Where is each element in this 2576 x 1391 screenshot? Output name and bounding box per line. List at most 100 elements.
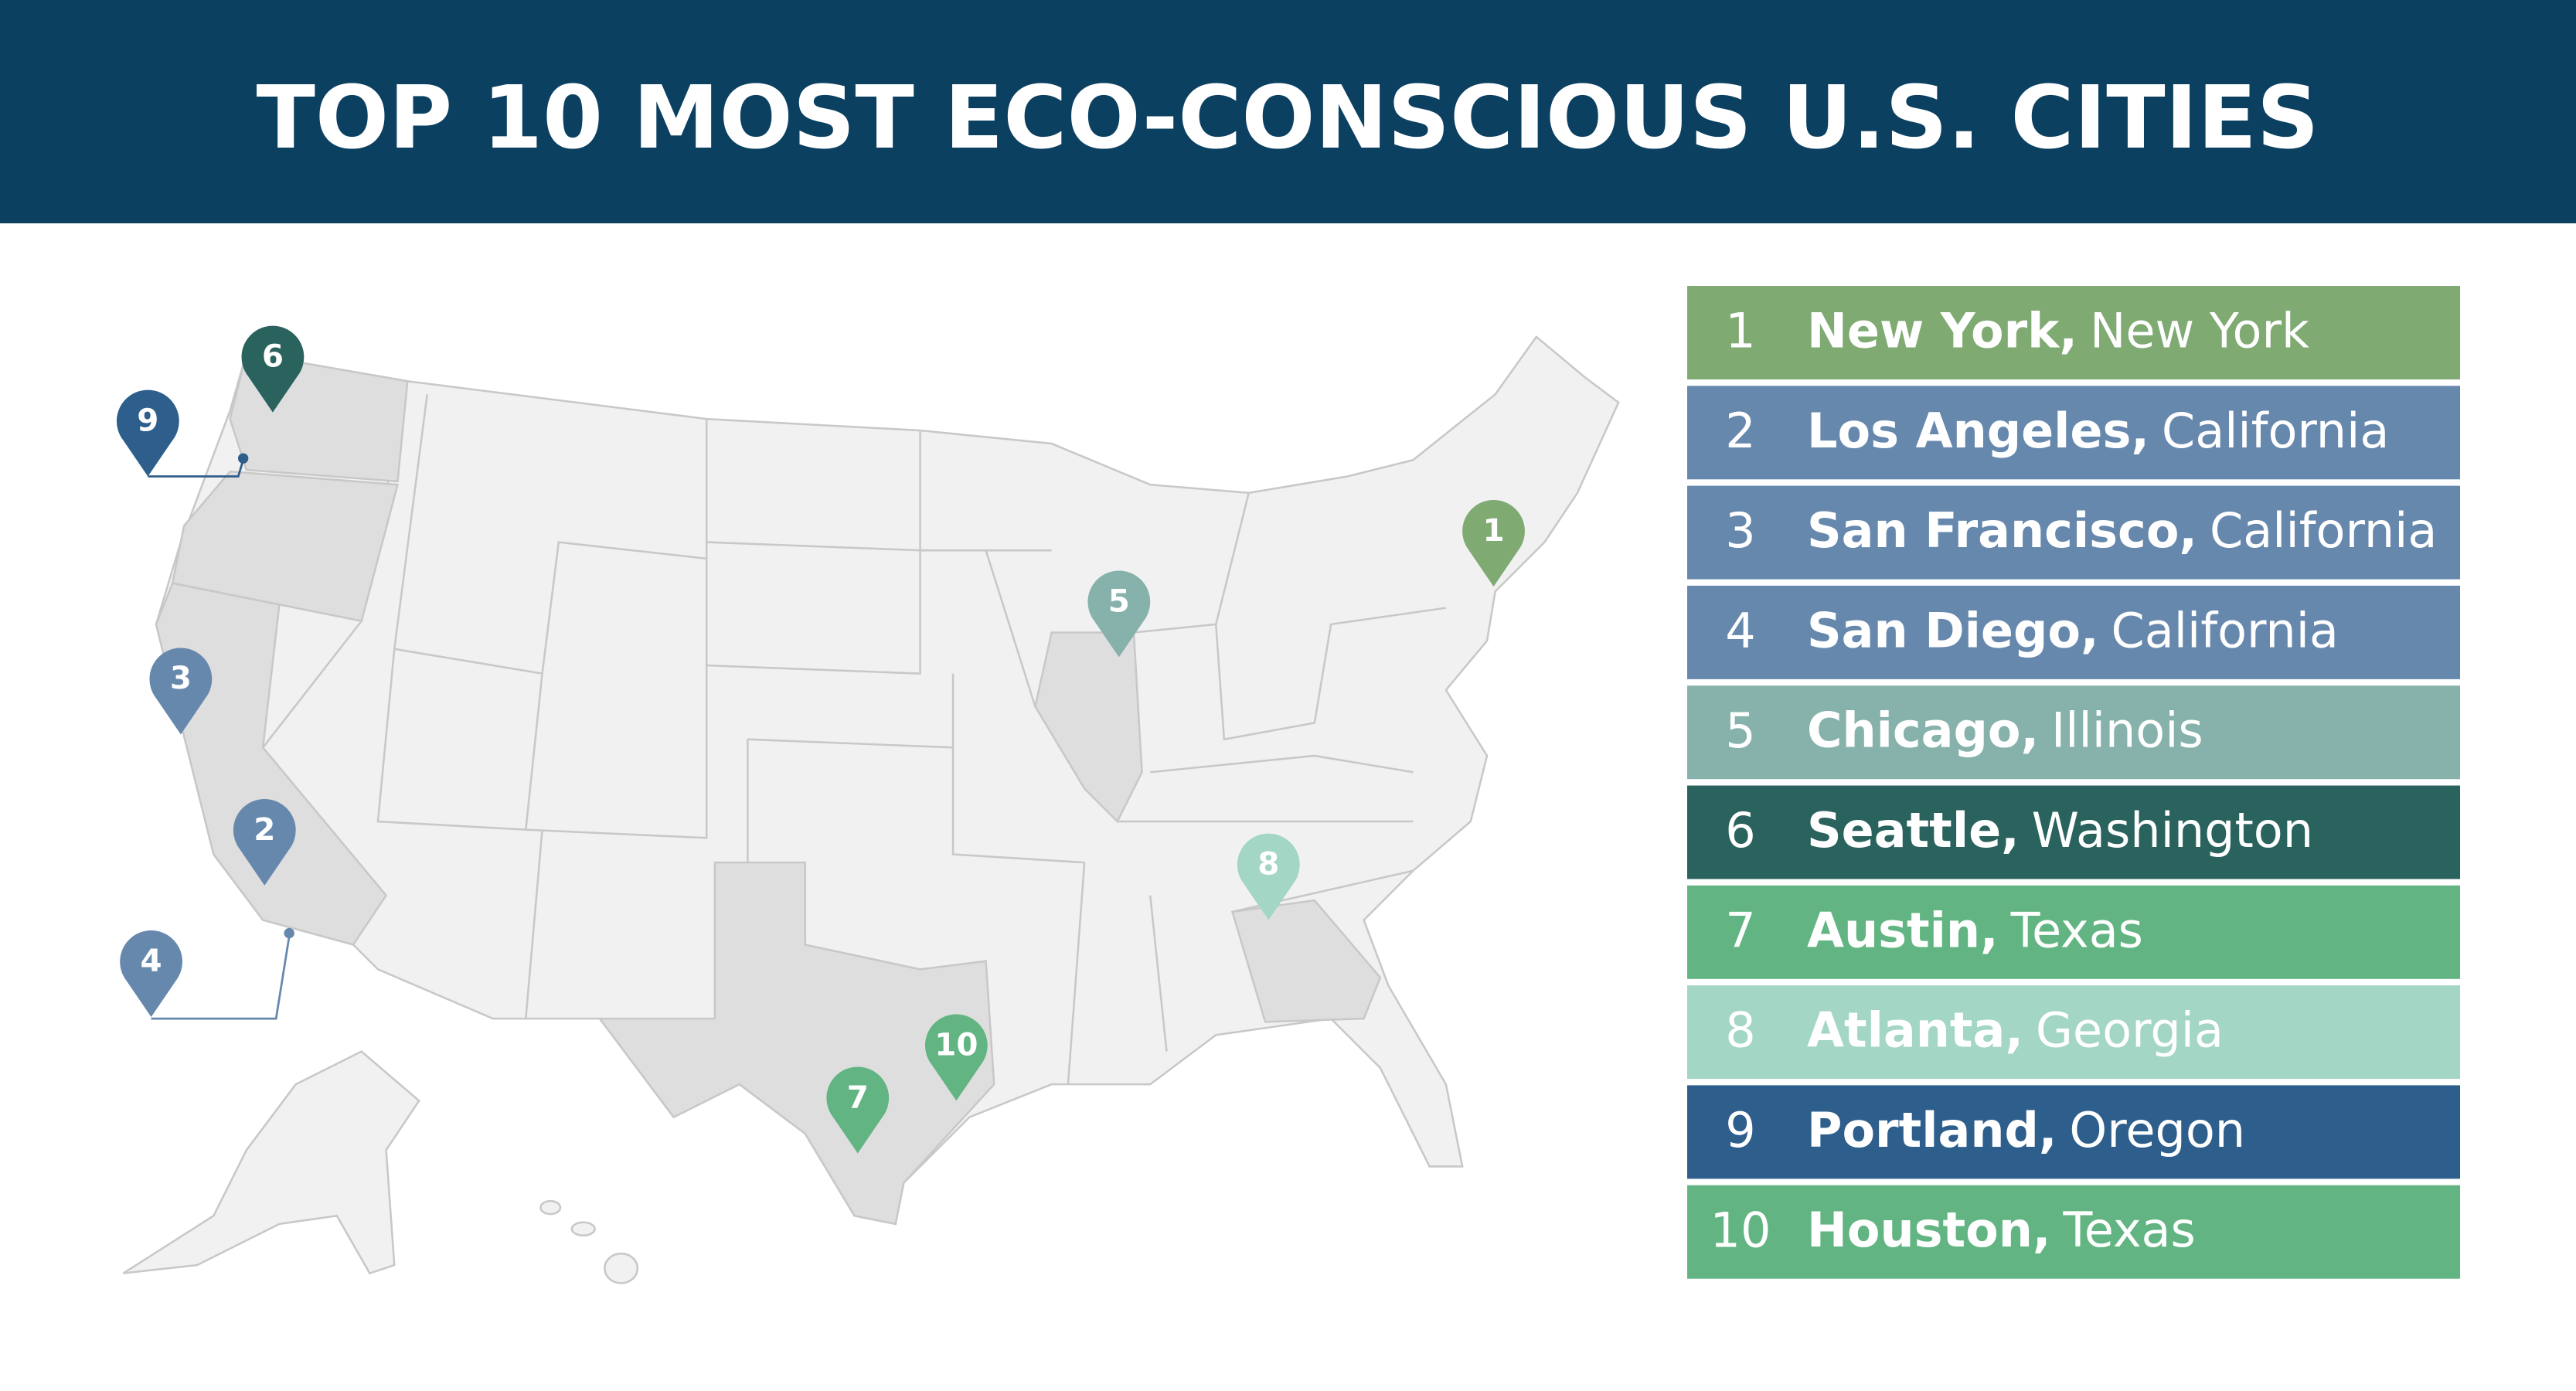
pin-shape [120, 930, 182, 1017]
list-row: 8 Atlanta, Georgia [1687, 985, 2460, 1080]
pin-shape [241, 325, 305, 413]
row-background [1687, 386, 2460, 480]
city-name: New York, [1807, 303, 2077, 359]
map-pin: 8 [1237, 833, 1300, 920]
pin-label: 2 [254, 811, 275, 848]
alaska [122, 1050, 420, 1275]
list-row: 2 Los Angeles, California [1687, 386, 2460, 480]
city-entry: Chicago, Illinois [1807, 702, 2203, 759]
rank: 6 [1725, 802, 1755, 859]
pin-label: 4 [141, 943, 162, 979]
list-row: 5 Chicago, Illinois [1687, 685, 2460, 780]
map-pin: 5 [1087, 570, 1151, 658]
list-row: 10 Houston, Texas [1687, 1185, 2460, 1279]
title: TOP 10 MOST ECO-CONSCIOUS U.S. CITIES [256, 68, 2319, 168]
pin-shape [1462, 500, 1525, 587]
pin-shape [826, 1066, 890, 1154]
list-row: 3 San Francisco, California [1687, 485, 2460, 580]
state-name: Texas [2062, 1202, 2195, 1258]
state-name: Washington [2032, 802, 2313, 859]
rank: 4 [1725, 602, 1755, 658]
city-entry: New York, New York [1807, 303, 2309, 359]
pin-label: 5 [1108, 583, 1130, 619]
row-background [1687, 985, 2460, 1080]
pin-label: 10 [934, 1026, 978, 1063]
row-background [1687, 1085, 2460, 1179]
state-name: Illinois [2051, 702, 2203, 759]
list-row: 9 Portland, Oregon [1687, 1085, 2460, 1179]
rank: 5 [1725, 702, 1755, 759]
pin-shape [149, 648, 213, 735]
state-name: Texas [2010, 902, 2143, 958]
city-entry: San Francisco, California [1807, 502, 2437, 559]
city-name: Portland, [1807, 1102, 2057, 1158]
rank: 3 [1725, 502, 1755, 559]
rank: 9 [1725, 1102, 1755, 1158]
pin-shape [1087, 570, 1151, 658]
city-name: Austin, [1807, 902, 1999, 958]
map-pin: 7 [826, 1066, 890, 1154]
state-name: California [2162, 403, 2389, 459]
city-entry: Austin, Texas [1807, 902, 2143, 958]
pin-shape [1237, 833, 1300, 920]
city-name: Houston, [1807, 1202, 2050, 1258]
city-name: Chicago, [1807, 702, 2039, 759]
row-background [1687, 1185, 2460, 1279]
list-row: 7 Austin, Texas [1687, 885, 2460, 979]
map-pin: 2 [233, 798, 296, 886]
state-name: Georgia [2036, 1002, 2224, 1059]
list-row: 4 San Diego, California [1687, 585, 2460, 679]
pin-label: 1 [1482, 512, 1504, 549]
row-background [1687, 585, 2460, 679]
city-entry: Portland, Oregon [1807, 1102, 2245, 1158]
city-entry: Seattle, Washington [1807, 802, 2313, 859]
row-background [1687, 885, 2460, 979]
city-entry: Houston, Texas [1807, 1202, 2196, 1258]
list-row: 1 New York, New York [1687, 286, 2460, 379]
pin-label: 8 [1257, 845, 1279, 882]
row-background [1687, 785, 2460, 879]
pin-label: 7 [847, 1079, 869, 1115]
row-background [1687, 685, 2460, 780]
map-pin: 10 [924, 1014, 988, 1101]
city-name: San Francisco, [1807, 502, 2197, 559]
pin-shape [924, 1014, 988, 1101]
state-name: New York [2090, 303, 2309, 359]
mainland [155, 335, 1620, 1226]
state-name: Oregon [2069, 1102, 2245, 1158]
header-bar [0, 0, 2576, 223]
hawaii [539, 1199, 639, 1284]
map-pin: 3 [149, 648, 213, 735]
city-name: Los Angeles, [1807, 403, 2149, 459]
city-name: Seattle, [1807, 802, 2020, 859]
pin-shape [233, 798, 296, 886]
city-name: Atlanta, [1807, 1002, 2023, 1059]
leader-lines [148, 453, 294, 1020]
pin-label: 6 [262, 338, 284, 374]
rank: 2 [1725, 403, 1755, 459]
row-background [1687, 485, 2460, 580]
list-row: 6 Seattle, Washington [1687, 785, 2460, 879]
pin-shape [116, 389, 179, 477]
city-entry: San Diego, California [1807, 602, 2339, 658]
texas [597, 861, 995, 1226]
map-pin: 1 [1462, 500, 1525, 587]
rank: 8 [1725, 1002, 1755, 1059]
map-pin: 4 [120, 930, 182, 1017]
pin-label: 3 [170, 660, 192, 696]
city-entry: Atlanta, Georgia [1807, 1002, 2224, 1059]
rank: 10 [1710, 1202, 1771, 1258]
rank: 1 [1725, 303, 1755, 359]
pin-label: 9 [137, 402, 158, 438]
rank: 7 [1725, 902, 1755, 958]
state-name: California [2210, 502, 2437, 559]
state-name: California [2112, 602, 2339, 658]
map-pin: 6 [241, 325, 305, 413]
georgia [1230, 899, 1382, 1023]
row-background [1687, 286, 2460, 379]
city-entry: Los Angeles, California [1807, 403, 2389, 459]
us-map: 1 2 3 4 5 6 7 8 9 10 [116, 325, 1620, 1284]
city-name: San Diego, [1807, 602, 2099, 658]
